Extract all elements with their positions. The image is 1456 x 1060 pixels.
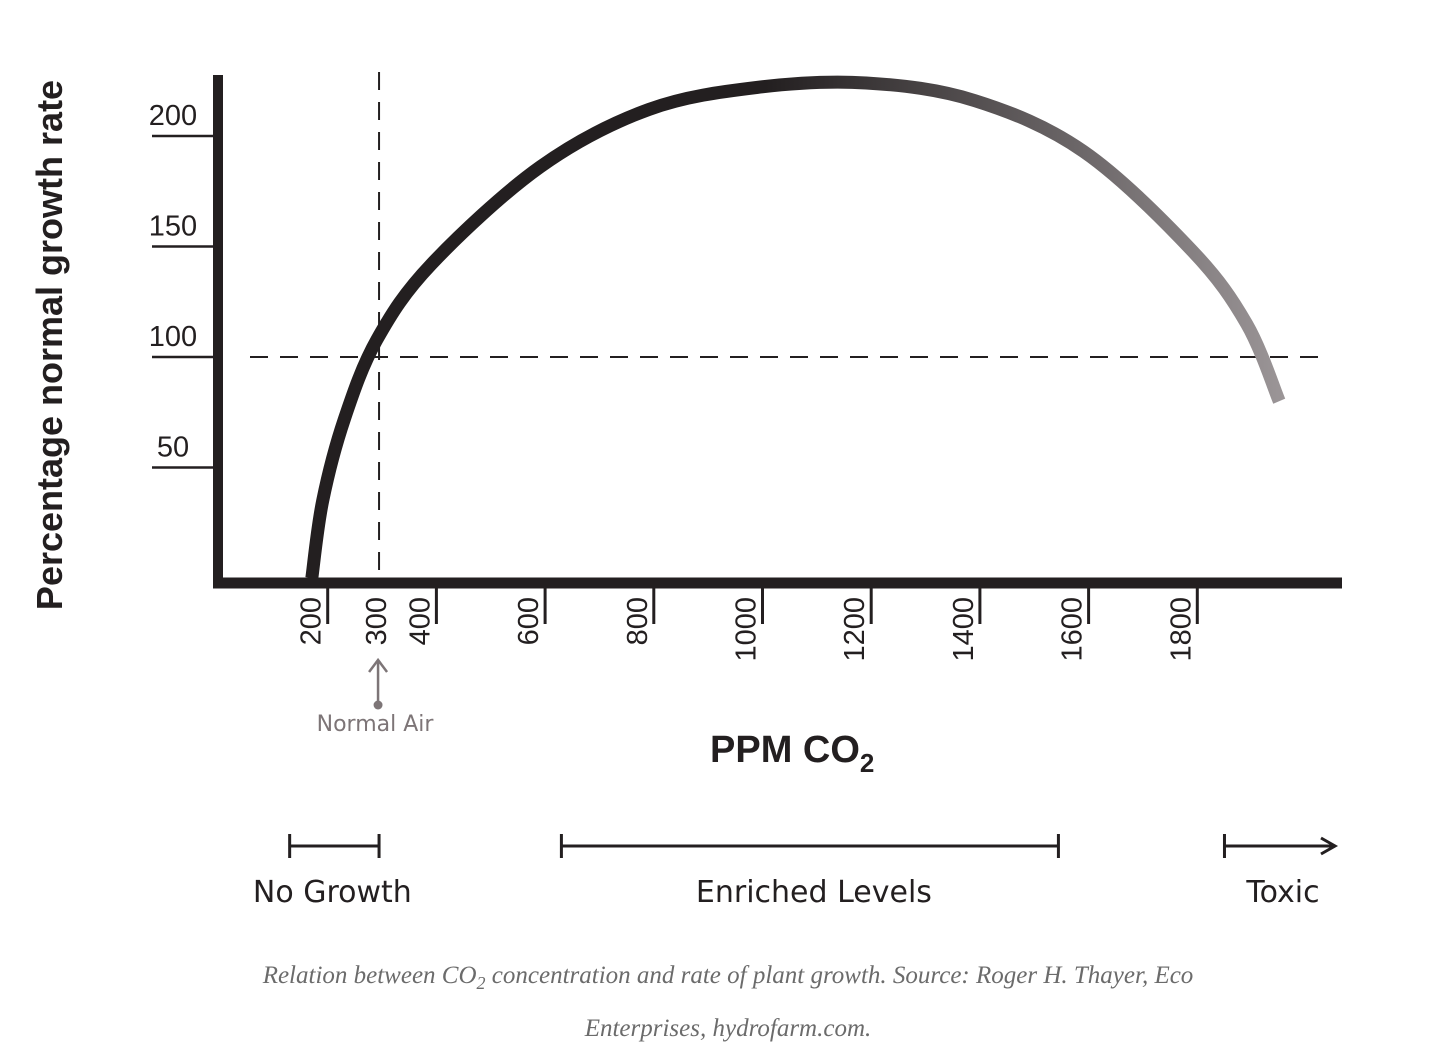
- y-tick-label-150: 150: [149, 211, 197, 243]
- x-tick-label-200: 200: [296, 597, 328, 645]
- y-axis-title: Percentage normal growth rate: [29, 80, 70, 610]
- normal-air-dot: [373, 700, 383, 710]
- caption-line2: Enterprises, hydrofarm.com.: [584, 1015, 872, 1042]
- x-axis-label: PPM CO: [710, 729, 860, 771]
- caption-line1-b: concentration and rate of plant growth. …: [485, 962, 1194, 989]
- zone-label-0: No Growth: [253, 875, 412, 910]
- zone-label-1: Enriched Levels: [696, 875, 932, 910]
- caption-line1-a: Relation between CO: [262, 962, 477, 989]
- caption-line1-sub: 2: [476, 973, 486, 993]
- co2-growth-chart: Percentage normal growth rate 50 100 150 20…: [29, 72, 1342, 910]
- x-tick-label-1600: 1600: [1057, 597, 1089, 662]
- normal-air-marker: 300 Normal Air: [317, 597, 435, 737]
- zone-label-2: Toxic: [1245, 875, 1319, 910]
- x-axis-title: PPM CO2: [710, 729, 874, 778]
- normal-air-label: Normal Air: [317, 712, 435, 737]
- y-ticks-group: 50 100 150 200: [149, 100, 214, 469]
- y-tick-label-50: 50: [157, 432, 189, 464]
- figure-caption: Relation between CO2 concentration and r…: [0, 953, 1456, 1052]
- normal-air-arrowhead: [368, 657, 389, 673]
- y-axis-label: Percentage normal growth rate: [29, 80, 70, 610]
- x-tick-label-1200: 1200: [839, 597, 871, 662]
- zones-group: No Growth Enriched Levels Toxic: [253, 834, 1339, 910]
- x-tick-label-1000: 1000: [731, 597, 763, 662]
- y-tick-label-100: 100: [149, 321, 197, 353]
- x-tick-label-800: 800: [622, 597, 654, 645]
- x-axis-label-subscript: 2: [860, 748, 874, 778]
- x-tick-label-1400: 1400: [948, 597, 980, 662]
- svg-text:PPM CO2: PPM CO2: [710, 729, 874, 778]
- x-tick-label-600: 600: [513, 597, 545, 645]
- x-ticks-group: 200 400 600 800 1000 1200 1400 1600 1800: [296, 588, 1199, 662]
- growth-curve-line: [305, 75, 1286, 579]
- y-tick-label-200: 200: [149, 100, 197, 132]
- x-tick-label-400: 400: [404, 597, 436, 645]
- normal-air-tick-label: 300: [361, 597, 393, 645]
- x-tick-label-1800: 1800: [1165, 597, 1197, 662]
